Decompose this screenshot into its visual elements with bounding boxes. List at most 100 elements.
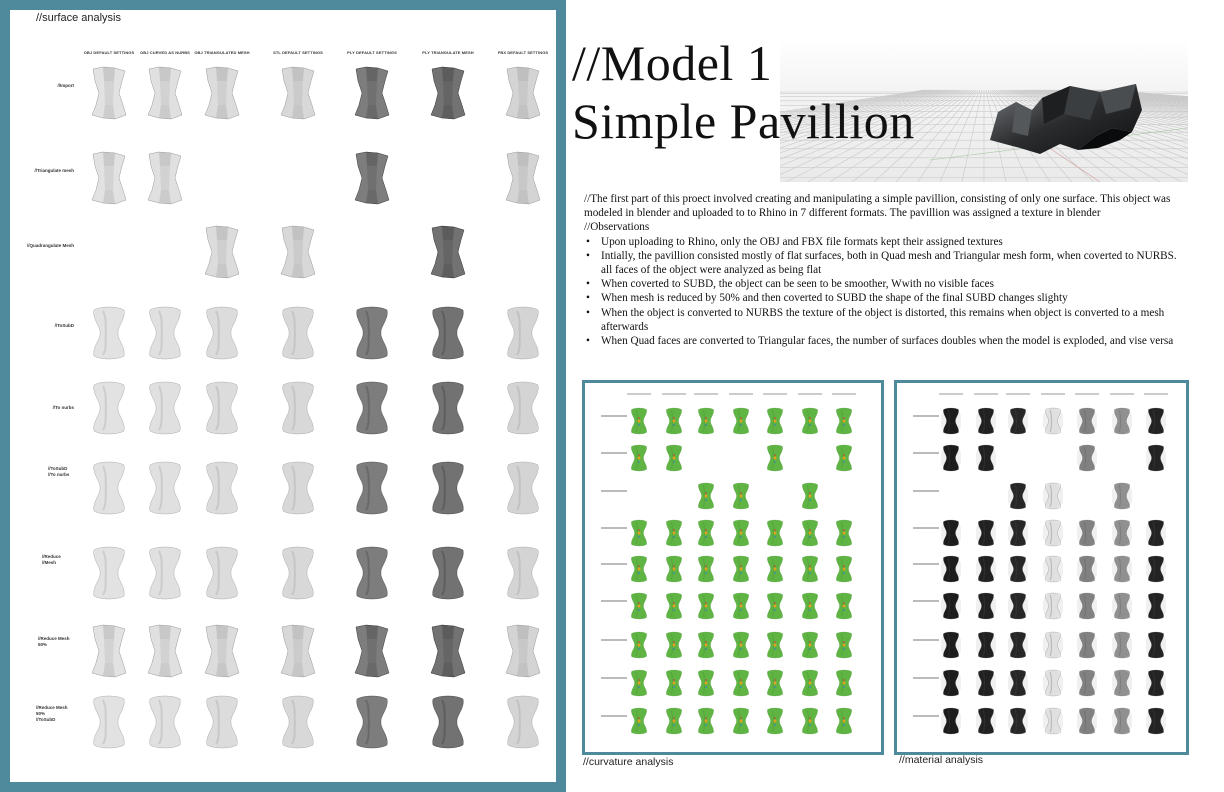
- mini-model-thumbnail: [1145, 519, 1167, 547]
- mini-model-thumbnail: [1076, 631, 1098, 659]
- mini-row-label: [601, 452, 627, 454]
- mini-model-thumbnail: [940, 444, 962, 472]
- surface-model-thumbnail: [89, 623, 129, 679]
- column-header-ply-triangulate: PLY TRIANGULATE MESH: [422, 50, 474, 55]
- mini-model-thumbnail: [696, 555, 716, 583]
- surface-model-thumbnail: [145, 460, 185, 516]
- mini-model-thumbnail: [975, 669, 997, 697]
- mini-model-thumbnail: [1111, 707, 1133, 735]
- surface-model-thumbnail: [503, 623, 543, 679]
- mini-model-thumbnail: [629, 592, 649, 620]
- mini-model-thumbnail: [800, 592, 820, 620]
- mini-row-label: [601, 563, 627, 565]
- mini-model-thumbnail: [834, 592, 854, 620]
- column-header-obj-default: OBJ DEFAULT SETTINGS: [83, 50, 135, 55]
- mini-model-thumbnail: [731, 592, 751, 620]
- mini-row-label: [601, 677, 627, 679]
- mini-model-thumbnail: [1145, 707, 1167, 735]
- row-header-reduce-50: //Reduce Mesh 50%: [38, 636, 70, 647]
- mini-model-thumbnail: [696, 631, 716, 659]
- mini-model-thumbnail: [629, 407, 649, 435]
- mini-column-header: [939, 393, 963, 395]
- surface-model-thumbnail: [202, 224, 242, 280]
- mini-model-thumbnail: [765, 707, 785, 735]
- mini-model-thumbnail: [834, 707, 854, 735]
- surface-model-thumbnail: [278, 224, 318, 280]
- mini-model-thumbnail: [800, 407, 820, 435]
- observations-list: Upon uploading to Rhino, only the OBJ an…: [584, 235, 1184, 349]
- mini-model-thumbnail: [975, 631, 997, 659]
- surface-model-thumbnail: [503, 694, 543, 750]
- surface-model-thumbnail: [352, 65, 392, 121]
- surface-model-thumbnail: [145, 623, 185, 679]
- mini-model-thumbnail: [940, 631, 962, 659]
- mini-column-header: [1006, 393, 1030, 395]
- mini-model-thumbnail: [940, 592, 962, 620]
- mini-model-thumbnail: [1076, 669, 1098, 697]
- observation-item: When Quad faces are converted to Triangu…: [584, 334, 1184, 348]
- surface-model-thumbnail: [503, 150, 543, 206]
- material-analysis-thumbnail[interactable]: [894, 380, 1189, 755]
- mini-model-thumbnail: [800, 707, 820, 735]
- surface-model-thumbnail: [428, 623, 468, 679]
- observation-item: Intially, the pavillion consisted mostly…: [584, 249, 1184, 277]
- mini-model-thumbnail: [940, 555, 962, 583]
- mini-model-thumbnail: [1042, 631, 1064, 659]
- mini-model-thumbnail: [1111, 482, 1133, 510]
- surface-model-thumbnail: [428, 694, 468, 750]
- mini-model-thumbnail: [696, 482, 716, 510]
- surface-model-thumbnail: [428, 65, 468, 121]
- mini-model-thumbnail: [834, 444, 854, 472]
- column-header-obj-nurbs: OBJ CURVED AS NURBS: [140, 50, 190, 55]
- surface-model-thumbnail: [89, 65, 129, 121]
- mini-column-header: [1110, 393, 1134, 395]
- curvature-analysis-thumbnail[interactable]: [582, 380, 884, 755]
- mini-model-thumbnail: [1111, 592, 1133, 620]
- mini-model-thumbnail: [1076, 707, 1098, 735]
- mini-model-thumbnail: [1007, 669, 1029, 697]
- mini-model-thumbnail: [696, 592, 716, 620]
- mini-model-thumbnail: [975, 407, 997, 435]
- row-header-triangulate: //Triangulate mesh: [34, 168, 74, 173]
- mini-model-thumbnail: [1076, 519, 1098, 547]
- surface-model-thumbnail: [278, 380, 318, 436]
- material-analysis-caption: //material analysis: [899, 754, 984, 766]
- mini-model-thumbnail: [1042, 407, 1064, 435]
- mini-model-thumbnail: [940, 519, 962, 547]
- mini-model-thumbnail: [629, 555, 649, 583]
- surface-model-thumbnail: [503, 380, 543, 436]
- surface-model-thumbnail: [428, 460, 468, 516]
- mini-model-thumbnail: [731, 482, 751, 510]
- mini-model-thumbnail: [1007, 707, 1029, 735]
- mini-row-label: [913, 600, 939, 602]
- mini-model-thumbnail: [765, 592, 785, 620]
- mini-row-label: [913, 677, 939, 679]
- surface-model-thumbnail: [352, 460, 392, 516]
- mini-row-label: [601, 600, 627, 602]
- mini-column-header: [798, 393, 822, 395]
- curvature-analysis-sheet: [591, 389, 875, 746]
- mini-model-thumbnail: [629, 669, 649, 697]
- mini-model-thumbnail: [731, 631, 751, 659]
- mini-model-thumbnail: [765, 407, 785, 435]
- material-analysis-sheet: [903, 389, 1180, 746]
- mini-model-thumbnail: [1007, 592, 1029, 620]
- row-header-subd-nurbs: //ToSubD //To nurbs: [48, 466, 70, 477]
- row-header-to-subd: //ToSubD: [54, 323, 74, 328]
- surface-model-thumbnail: [352, 694, 392, 750]
- mini-model-thumbnail: [975, 592, 997, 620]
- surface-model-thumbnail: [503, 545, 543, 601]
- surface-model-thumbnail: [503, 65, 543, 121]
- observation-item: When the object is converted to NURBS th…: [584, 306, 1184, 334]
- mini-model-thumbnail: [765, 555, 785, 583]
- mini-row-label: [913, 452, 939, 454]
- surface-model-thumbnail: [202, 380, 242, 436]
- mini-column-header: [974, 393, 998, 395]
- mini-model-thumbnail: [765, 669, 785, 697]
- surface-model-thumbnail: [428, 305, 468, 361]
- surface-model-thumbnail: [352, 545, 392, 601]
- surface-model-thumbnail: [145, 65, 185, 121]
- mini-model-thumbnail: [765, 631, 785, 659]
- mini-model-thumbnail: [800, 631, 820, 659]
- mini-model-thumbnail: [1042, 592, 1064, 620]
